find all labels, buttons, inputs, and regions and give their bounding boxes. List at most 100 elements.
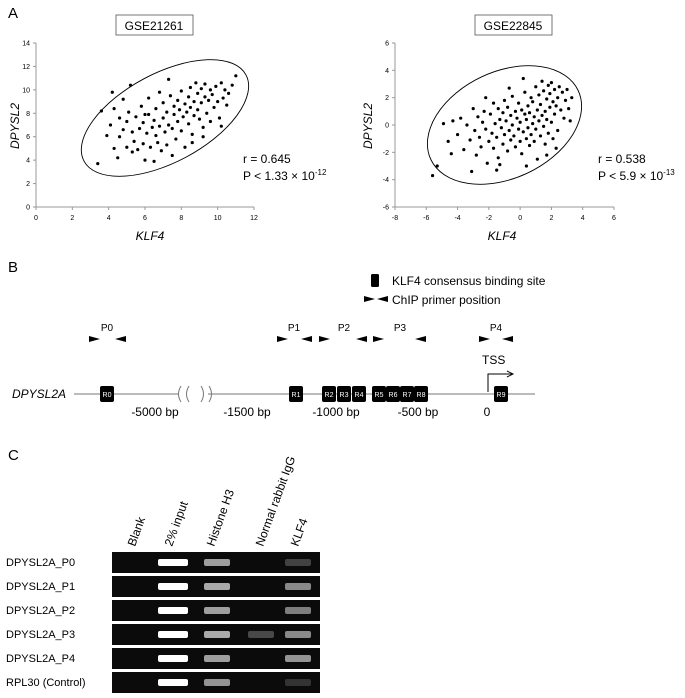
data-point [552,87,557,92]
x-axis-label: KLF4 [136,229,165,243]
data-point [531,100,535,104]
gel-band [285,631,311,638]
data-point [170,153,174,158]
data-point [194,81,198,85]
data-point [230,83,234,87]
x-tick-label: 0 [518,215,522,222]
data-point [167,77,171,81]
site-r2: R2 [322,386,336,402]
x-tick-label: 6 [143,215,147,222]
data-point [156,140,160,145]
site-label: R8 [417,392,426,399]
legend-primer: ChIP primer position [392,293,501,307]
site-label: R3 [340,392,349,399]
data-point [176,98,180,102]
data-point [537,119,541,123]
y-tick-label: 12 [22,64,30,71]
y-tick-label: 8 [26,111,30,118]
primer-p2: P2 [319,323,367,342]
primer-arrows [373,336,426,342]
data-point [187,95,191,99]
data-point [141,121,145,125]
data-point [219,124,223,128]
gel-band [204,679,230,686]
data-point [506,105,510,109]
data-point [499,126,503,130]
data-point [507,128,511,133]
data-point [504,119,508,123]
data-point [545,117,549,122]
data-point [234,74,238,78]
site-box [352,386,366,402]
site-box [337,386,351,402]
data-point [538,134,543,138]
data-point [476,115,480,119]
primer-p4: P4 [479,323,513,342]
lane-header-input: 2% input [162,499,191,548]
stat-p-base: P < 1.33 × 10 [243,169,315,183]
data-point [554,104,558,108]
position-label: -5000 bp [131,405,179,419]
promoter-diagram: KLF4 consensus binding site ChIP primer … [12,274,546,419]
data-point [498,117,502,122]
chart-ticks: 0 2 4 6 8 10 12 0 2 4 6 8 10 12 14 [22,41,258,223]
data-point [217,116,222,120]
x-tick-label: 12 [250,215,258,222]
site-label: R2 [325,392,334,399]
x-tick-label: -4 [454,215,460,222]
data-point [203,95,207,99]
data-point [108,123,113,127]
data-point [219,81,223,85]
y-axis-label: DPYSL2 [8,103,22,149]
data-point [484,127,488,131]
data-point [172,104,176,108]
data-point [515,116,519,120]
gene-label: DPYSL2A [12,387,66,401]
gel-row: DPYSL2A_P2 [6,600,320,621]
site-box [386,386,400,402]
site-r4: R4 [352,386,366,402]
data-point [491,146,496,150]
data-point [535,108,539,112]
data-point [183,102,187,106]
site-label: R6 [389,392,398,399]
data-point [501,111,505,115]
gel-band [285,559,311,566]
data-point [509,138,513,142]
data-point [190,140,194,145]
gel-band [285,655,311,662]
gel-band [158,559,188,566]
data-point [488,112,493,116]
tss-label: TSS [482,353,505,367]
data-point [446,139,450,143]
data-point [557,85,561,89]
data-point [502,132,507,137]
gel-band [204,583,230,590]
data-point [554,146,558,150]
primer-arrows [319,336,367,342]
position-label: -1500 bp [223,405,271,419]
y-tick-label: -6 [383,205,389,212]
data-point [143,158,147,162]
data-point [545,153,549,157]
data-point [188,105,193,110]
data-point [117,116,122,120]
data-point [157,124,162,128]
gel-row-label: RPL30 (Control) [6,677,85,689]
panel-letter-b: B [8,259,18,276]
data-point [157,90,162,94]
gel-row: RPL30 (Control) [6,672,320,693]
gel-band [158,583,188,590]
data-point [487,139,491,143]
gel-band [158,631,188,638]
data-point [125,145,129,149]
data-point [509,113,513,118]
data-point [159,149,163,153]
tss-arrowhead [506,370,515,378]
data-point [125,119,129,124]
gel-row-label: DPYSL2A_P3 [6,629,75,641]
data-point [501,142,505,146]
data-point [523,90,527,94]
data-point [462,148,466,152]
